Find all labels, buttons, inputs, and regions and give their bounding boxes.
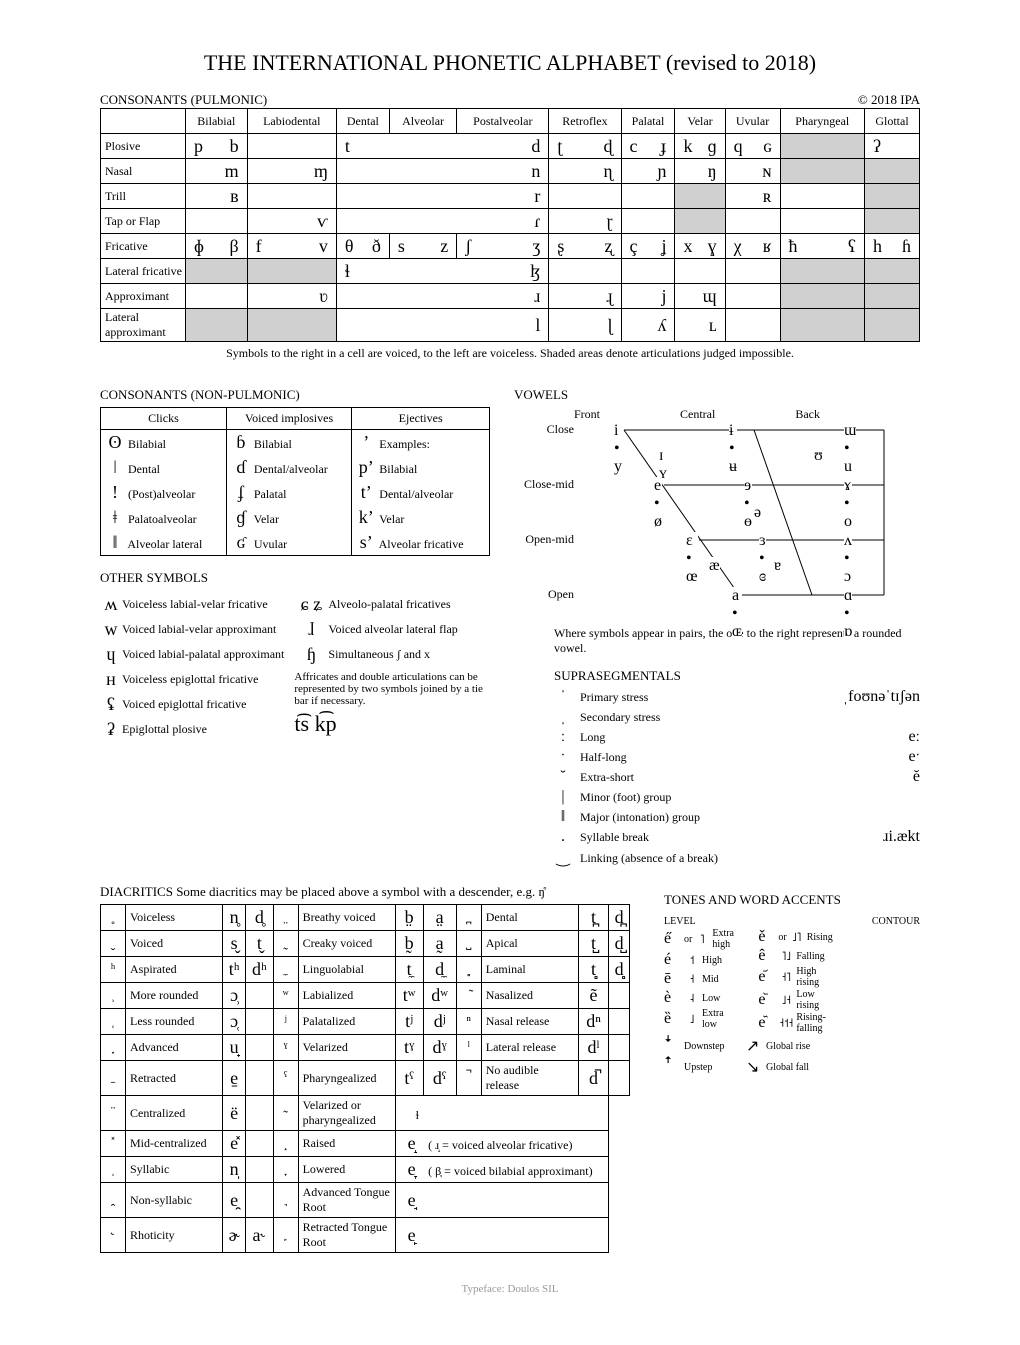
supra-heading: SUPRASEGMENTALS [554,668,920,684]
vowel-back-label: Back [795,407,820,422]
tones-area: LEVELCONTOURe̋or˥Extra highé˦Highē˧Midè˨… [664,916,920,1077]
page-title: THE INTERNATIONAL PHONETIC ALPHABET (rev… [100,50,920,76]
pulmonic-heading: CONSONANTS (PULMONIC) [100,92,267,107]
vowels-heading: VOWELS [514,387,920,403]
other-symbols: ʍVoiceless labial-velar fricativewVoiced… [100,590,490,744]
copyright: © 2018 IPA [858,92,920,108]
pulmonic-section: CONSONANTS (PULMONIC) © 2018 IPA Bilabia… [100,92,920,361]
pulmonic-note: Symbols to the right in a cell are voice… [100,346,920,361]
other-heading: OTHER SYMBOLS [100,570,490,586]
vowel-openmid-label: Open-mid [514,532,574,547]
vowel-front-label: Front [574,407,600,422]
pulmonic-table: BilabialLabiodentalDentalAlveolarPostalv… [100,108,920,342]
vowel-central-label: Central [680,407,715,422]
diacritics-heading: DIACRITICS Some diacritics may be placed… [100,884,640,900]
tones-heading: TONES AND WORD ACCENTS [664,892,920,908]
diacritics-table: ̥Voicelessn̥d̥̤Breathy voicedb̤a̤̪Dental… [100,904,630,1253]
vowel-open-label: Open [514,587,574,602]
supra-list: ˈPrimary stressˌfoʊnəˈtɪʃənˌSecondary st… [554,688,920,868]
nonpulmonic-heading: CONSONANTS (NON-PULMONIC) [100,387,490,403]
vowel-closemid-label: Close-mid [514,477,574,492]
nonpulmonic-table: ClicksVoiced implosivesEjectivesʘ Bilabi… [100,407,490,556]
vowel-close-label: Close [514,422,574,437]
footer: Typeface: Doulos SIL [100,1283,920,1295]
